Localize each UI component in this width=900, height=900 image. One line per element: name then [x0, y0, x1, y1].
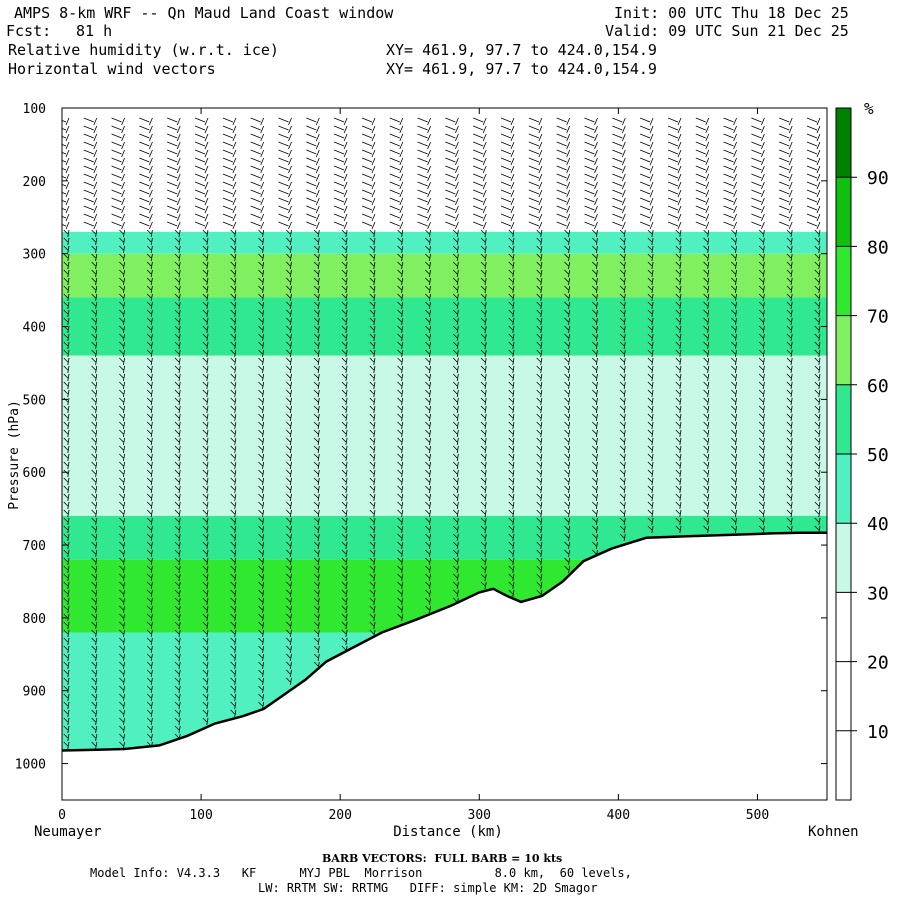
rh-band-1: [62, 253, 827, 298]
wind-barb-column-13: [417, 117, 431, 614]
colorbar-swatch: [836, 177, 851, 247]
x-tick-label: 100: [189, 808, 212, 823]
wind-barb-column-11: [361, 117, 376, 638]
y-tick-label: 600: [23, 466, 46, 481]
wind-barb-column-2: [111, 117, 125, 750]
wind-barb-column-27: [806, 117, 821, 534]
colorbar-label: 90: [867, 168, 889, 189]
wind-barb-column-6: [222, 117, 237, 718]
y-axis-label: Pressure (hPa): [7, 400, 22, 510]
y-tick-label: 200: [23, 175, 46, 190]
wind-barb-column-17: [528, 117, 543, 598]
x-tick-label: 300: [468, 808, 491, 823]
wind-barb-column-22: [667, 117, 682, 534]
model-info-2: LW: RRTM SW: RRTMG DIFF: simple KM: 2D S…: [258, 881, 598, 895]
y-tick-label: 900: [23, 685, 46, 700]
colorbar-label: 20: [867, 653, 889, 674]
right-endpoint-label: Kohnen: [808, 824, 859, 840]
colorbar-swatch: [836, 246, 851, 316]
wind-barb-column-14: [445, 117, 459, 606]
colorbar-unit: %: [864, 99, 874, 118]
colorbar-swatch: [836, 384, 851, 454]
colorbar-swatch: [836, 315, 851, 385]
xy-range-1: XY= 461.9, 97.7 to 424.0,154.9: [386, 41, 657, 59]
wind-barb-column-10: [333, 117, 348, 654]
colorbar-label: 80: [867, 237, 889, 258]
colorbar-swatch: [836, 523, 851, 593]
wind-barb-column-16: [500, 117, 515, 598]
x-tick-label: 400: [607, 808, 630, 823]
field1-label: Relative humidity (w.r.t. ice): [8, 41, 279, 59]
colorbar-swatch: [836, 454, 851, 524]
y-tick-label: 1000: [15, 758, 46, 773]
colorbar: 10 20 30 40 50 60 70 80 90: [835, 107, 889, 801]
wind-barb-column-23: [695, 117, 710, 534]
colorbar-swatch: [836, 730, 851, 800]
y-tick-label: 300: [23, 248, 46, 263]
init-time: Init: 00 UTC Thu 18 Dec 25: [614, 4, 849, 22]
barb-note: BARB VECTORS: FULL BARB = 10 kts: [322, 852, 563, 865]
rh-band-2: [62, 297, 827, 356]
plot-frame: [61, 107, 828, 801]
colorbar-swatch: [836, 661, 851, 731]
wind-barb-column-9: [306, 117, 320, 670]
x-tick-label: 500: [746, 808, 769, 823]
x-tick-label: 200: [328, 808, 351, 823]
y-tick-label: 100: [23, 102, 46, 117]
colorbar-swatch: [836, 108, 851, 178]
model-info: Model Info: V4.3.3 KF MYJ PBL Morrison 8…: [90, 866, 632, 880]
wind-barb-column-18: [556, 117, 571, 574]
wind-barb-column-19: [584, 117, 598, 558]
xy-range-2: XY= 461.9, 97.7 to 424.0,154.9: [386, 60, 657, 78]
fcst-label: Fcst:: [6, 22, 52, 40]
colorbar-label: 50: [867, 445, 889, 466]
wind-barb-column-3: [139, 117, 153, 750]
wind-barb-column-12: [389, 117, 404, 622]
rh-band-0: [62, 231, 827, 254]
terrain-fill: [62, 532, 827, 800]
rh-band-3: [62, 355, 827, 516]
wind-barb-column-25: [751, 117, 765, 534]
terrain-line: [62, 531, 827, 752]
colorbar-label: 60: [867, 376, 889, 397]
wind-barb-column-8: [278, 117, 292, 686]
wind-barb-column-26: [779, 117, 793, 534]
chart-title: AMPS 8-km WRF -- Qn Maud Land Coast wind…: [14, 4, 394, 22]
field2-label: Horizontal wind vectors: [8, 60, 216, 78]
colorbar-label: 10: [867, 722, 889, 743]
x-tick-label: 0: [58, 808, 66, 823]
wind-barb-column-24: [723, 117, 737, 534]
wind-barb-column-4: [167, 117, 181, 742]
y-tick-label: 700: [23, 539, 46, 554]
y-tick-label: 400: [23, 321, 46, 336]
y-tick-label: 500: [23, 393, 46, 408]
wind-barb-column-1: [83, 117, 98, 750]
colorbar-label: 40: [867, 514, 889, 535]
colorbar-label: 70: [867, 307, 889, 328]
y-tick-label: 800: [23, 612, 46, 627]
fcst-value: 81 h: [76, 22, 113, 40]
valid-time: Valid: 09 UTC Sun 21 Dec 25: [605, 22, 849, 40]
x-axis-label: Distance (km): [393, 824, 503, 840]
wind-barb-layer: [62, 117, 821, 750]
wind-barb-column-15: [473, 117, 487, 590]
wind-barb-column-0: [62, 117, 70, 750]
wind-barb-column-7: [250, 117, 265, 710]
wind-barb-column-21: [639, 117, 654, 534]
colorbar-label: 30: [867, 583, 889, 604]
colorbar-swatch: [836, 592, 851, 662]
wind-barb-column-20: [612, 117, 626, 542]
wind-barb-column-5: [194, 117, 209, 726]
axis-layer: 100 200 300 400 500 600 700 800 900 1000 0 100 200 30…: [15, 102, 827, 823]
left-endpoint-label: Neumayer: [34, 824, 101, 840]
terrain-layer: [62, 531, 827, 800]
